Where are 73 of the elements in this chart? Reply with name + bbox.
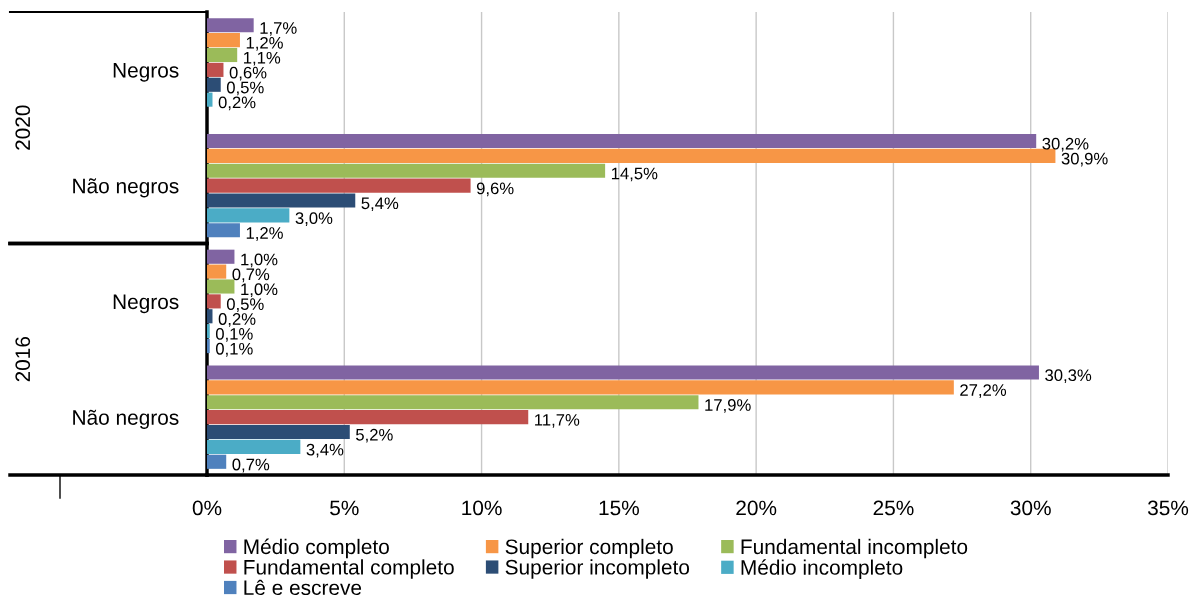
bar: [207, 208, 290, 223]
y-tick-label: Negros: [113, 294, 179, 314]
data-label: 5,2%: [356, 428, 393, 443]
data-label: 9,6%: [476, 182, 514, 197]
data-label: 30,2%: [1042, 137, 1089, 152]
bar: [207, 62, 224, 77]
bar: [207, 264, 227, 279]
legend-label: Fundamental completo: [244, 559, 454, 579]
legend-label: Médio incompleto: [741, 559, 903, 579]
bar: [207, 223, 240, 238]
data-label: 1,2%: [246, 36, 283, 51]
legend-label: Superior incompleto: [505, 559, 690, 579]
y-tick-label: Não negros: [73, 409, 179, 429]
x-tick-label: 10%: [462, 500, 502, 516]
bar: [207, 365, 1039, 380]
legend-label: Fundamental incompleto: [741, 538, 968, 559]
legend-label: Médio completo: [244, 538, 389, 559]
data-label: 0,7%: [232, 268, 270, 283]
data-label: 14,5%: [611, 167, 658, 182]
bar: [207, 439, 301, 454]
data-label: 0,1%: [215, 327, 253, 342]
data-label: 0,5%: [226, 298, 264, 312]
data-label: 0,1%: [215, 342, 253, 357]
data-label: 1,1%: [244, 51, 281, 66]
bar: [207, 410, 529, 425]
data-label: 5,4%: [361, 197, 399, 212]
bar: [207, 133, 1037, 149]
data-label: 30,9%: [1061, 152, 1108, 167]
data-label: 0,5%: [226, 81, 264, 96]
data-label: 3,0%: [295, 212, 333, 226]
x-tick-label: 25%: [873, 500, 914, 516]
bar: [207, 249, 235, 264]
x-tick-label: 0%: [192, 500, 222, 516]
bar: [207, 193, 356, 208]
x-tick-label: 35%: [1147, 500, 1189, 516]
bar: [207, 309, 213, 324]
data-label: 1,7%: [260, 22, 297, 36]
legend-label: Superior completo: [505, 538, 673, 559]
data-label: 3,4%: [306, 443, 344, 458]
data-label: 0,2%: [218, 313, 256, 327]
bar: [207, 77, 221, 92]
bar: [207, 47, 238, 63]
x-tick-label: 5%: [330, 500, 359, 516]
y-tick-label: Não negros: [73, 178, 179, 198]
bar: [207, 92, 213, 107]
y-tick-label: Negros: [113, 63, 179, 82]
data-label: 0,6%: [229, 66, 267, 81]
text: 2020: [15, 105, 31, 150]
data-label: 1,0%: [241, 253, 278, 268]
data-label: 11,7%: [535, 414, 580, 428]
bar: [207, 395, 699, 410]
data-label: 30,3%: [1045, 369, 1092, 384]
bar: [207, 294, 221, 309]
x-tick-label: 15%: [599, 500, 639, 516]
bar: [207, 178, 471, 193]
data-label: 1,2%: [246, 227, 283, 241]
x-tick-label: 20%: [736, 500, 777, 516]
bar: [207, 424, 350, 440]
bar: [207, 454, 227, 469]
bar: [207, 380, 954, 395]
legend-label: Lê e escreve: [244, 579, 362, 596]
x-tick-label: 30%: [1010, 500, 1051, 516]
bar: [207, 33, 240, 48]
bar: [207, 18, 254, 33]
bar: [207, 338, 210, 354]
data-label: 27,2%: [960, 384, 1007, 398]
bar: [207, 324, 210, 339]
data-label: 1,0%: [241, 283, 278, 298]
data-label: 0,2%: [218, 96, 256, 111]
data-label: 0,7%: [232, 458, 270, 473]
bar: [207, 163, 606, 178]
text: 2016: [15, 336, 31, 382]
data-label: 17,9%: [705, 399, 751, 413]
